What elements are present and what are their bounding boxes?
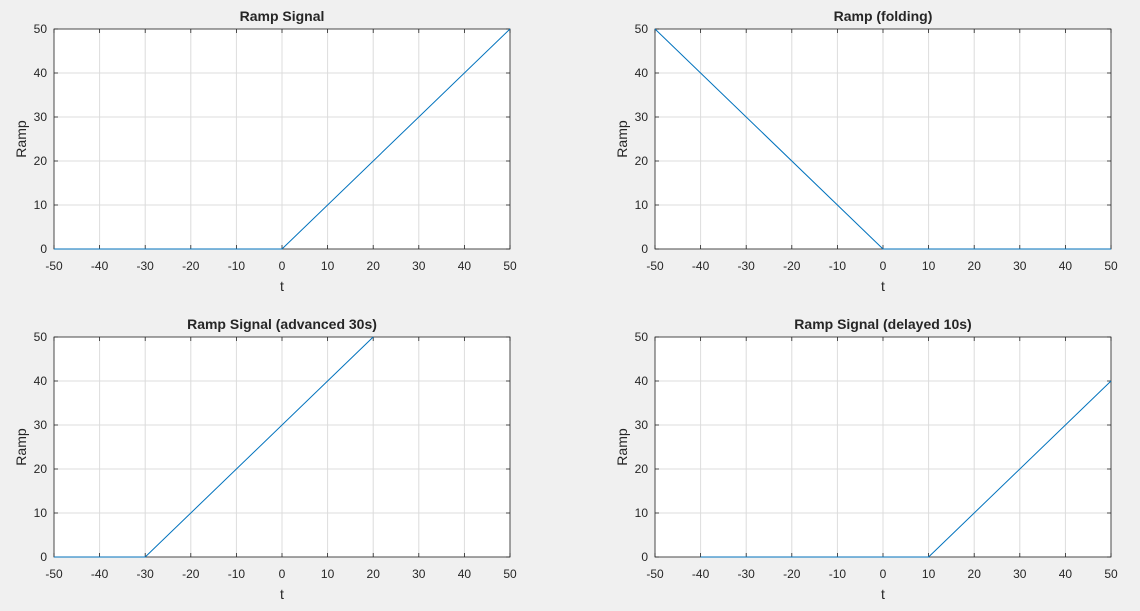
chart-2-ytick-label: 50 (635, 22, 649, 36)
chart-4-xtick-label: -50 (646, 567, 664, 581)
chart-3-title: Ramp Signal (advanced 30s) (187, 316, 377, 332)
chart-1-xtick-label: 50 (503, 259, 517, 273)
chart-3-ytick-label: 30 (34, 418, 48, 432)
chart-1-title: Ramp Signal (240, 8, 325, 24)
chart-2-ytick-label: 0 (641, 242, 648, 256)
chart-4-ytick-label: 30 (635, 418, 649, 432)
chart-4-ytick-label: 20 (635, 462, 649, 476)
chart-4-xtick-label: 20 (968, 567, 982, 581)
chart-1-xtick-label: 10 (321, 259, 335, 273)
chart-1-xtick-label: 30 (412, 259, 426, 273)
chart-1-series-line-0 (54, 28, 511, 250)
chart-2-xtick-label: -40 (692, 259, 710, 273)
chart-2-ytick-label: 20 (635, 154, 649, 168)
chart-4-ytick-label: 40 (635, 374, 649, 388)
chart-4-xtick-label: -20 (783, 567, 801, 581)
chart-1-ytick-label: 50 (34, 22, 48, 36)
chart-4-xtick-label: 40 (1059, 567, 1073, 581)
chart-3: -50 -40 -30 -20 -10 0 10 20 30 40 50 0 10 20 30 40 50 Ram… (13, 316, 517, 602)
chart-3-xtick-label: 10 (321, 567, 335, 581)
chart-3-ytick-label: 20 (34, 462, 48, 476)
chart-2-xlabel: t (881, 278, 885, 294)
chart-1-xlabel: t (280, 278, 284, 294)
chart-2-xtick-label: 10 (922, 259, 936, 273)
chart-1-ytick-label: 20 (34, 154, 48, 168)
chart-4-xtick-label: 10 (922, 567, 936, 581)
chart-1-xtick-label: 0 (279, 259, 286, 273)
chart-2-xtick-label: 30 (1013, 259, 1027, 273)
chart-4-series-line-0 (700, 380, 1112, 558)
chart-3-ytick-label: 10 (34, 506, 48, 520)
chart-3-series-line-0 (54, 336, 374, 558)
chart-4-xlabel: t (881, 586, 885, 602)
chart-4-ytick-label: 50 (635, 330, 649, 344)
chart-3-xtick-label: -50 (45, 567, 63, 581)
chart-2-ylabel: Ramp (614, 120, 630, 158)
chart-1-xtick-label: -30 (137, 259, 155, 273)
chart-2-xtick-label: -20 (783, 259, 801, 273)
chart-1-ytick-label: 30 (34, 110, 48, 124)
chart-1-ytick-label: 10 (34, 198, 48, 212)
chart-3-xtick-label: 20 (367, 567, 381, 581)
chart-4-title: Ramp Signal (delayed 10s) (794, 316, 971, 332)
chart-3-xtick-label: -30 (137, 567, 155, 581)
chart-2-xtick-label: -50 (646, 259, 664, 273)
chart-4: -50 -40 -30 -20 -10 0 10 20 30 40 50 0 10 20 30 40 50 Ram… (614, 316, 1118, 602)
chart-3-xtick-label: -20 (182, 567, 200, 581)
chart-3-xtick-label: 50 (503, 567, 517, 581)
chart-2-xtick-label: -10 (829, 259, 847, 273)
chart-2-ytick-label: 40 (635, 66, 649, 80)
chart-3-xtick-label: 40 (458, 567, 472, 581)
chart-4-ytick-label: 0 (641, 550, 648, 564)
chart-3-xtick-label: 30 (412, 567, 426, 581)
chart-4-ylabel: Ramp (614, 428, 630, 466)
chart-3-ytick-label: 40 (34, 374, 48, 388)
chart-4-ytick-label: 10 (635, 506, 649, 520)
chart-2-xtick-label: 20 (968, 259, 982, 273)
chart-1-ytick-label: 40 (34, 66, 48, 80)
chart-2: -50 -40 -30 -20 -10 0 10 20 30 40 50 0 10 20 30 40 50 Ram… (614, 8, 1118, 294)
chart-4-xtick-label: -40 (692, 567, 710, 581)
chart-1-ytick-label: 0 (40, 242, 47, 256)
chart-3-xtick-label: -40 (91, 567, 109, 581)
chart-4-xtick-label: 30 (1013, 567, 1027, 581)
chart-1-ylabel: Ramp (13, 120, 29, 158)
chart-2-xtick-label: 40 (1059, 259, 1073, 273)
chart-2-ytick-label: 10 (635, 198, 649, 212)
chart-4-xtick-label: -10 (829, 567, 847, 581)
chart-4-xtick-label: -30 (738, 567, 756, 581)
chart-3-xtick-label: -10 (228, 567, 246, 581)
chart-2-xtick-label: -30 (738, 259, 756, 273)
chart-3-xlabel: t (280, 586, 284, 602)
chart-1: -50 -40 -30 -20 -10 0 10 20 30 40 50 0 10 20 30 40 50 Ram… (13, 8, 517, 294)
chart-1-xtick-label: 20 (367, 259, 381, 273)
chart-2-xtick-label: 0 (880, 259, 887, 273)
chart-1-xtick-label: -10 (228, 259, 246, 273)
chart-2-title: Ramp (folding) (834, 8, 933, 24)
chart-3-ylabel: Ramp (13, 428, 29, 466)
chart-1-xtick-label: -20 (182, 259, 200, 273)
chart-2-ytick-label: 30 (635, 110, 649, 124)
chart-3-ytick-label: 50 (34, 330, 48, 344)
chart-3-xtick-label: 0 (279, 567, 286, 581)
chart-4-xtick-label: 50 (1104, 567, 1118, 581)
chart-3-ytick-label: 0 (40, 550, 47, 564)
chart-2-xtick-label: 50 (1104, 259, 1118, 273)
chart-4-xtick-label: 0 (880, 567, 887, 581)
chart-1-xtick-label: -40 (91, 259, 109, 273)
chart-1-xtick-label: -50 (45, 259, 63, 273)
chart-1-xtick-label: 40 (458, 259, 472, 273)
chart-2-series-line-0 (654, 28, 1111, 250)
